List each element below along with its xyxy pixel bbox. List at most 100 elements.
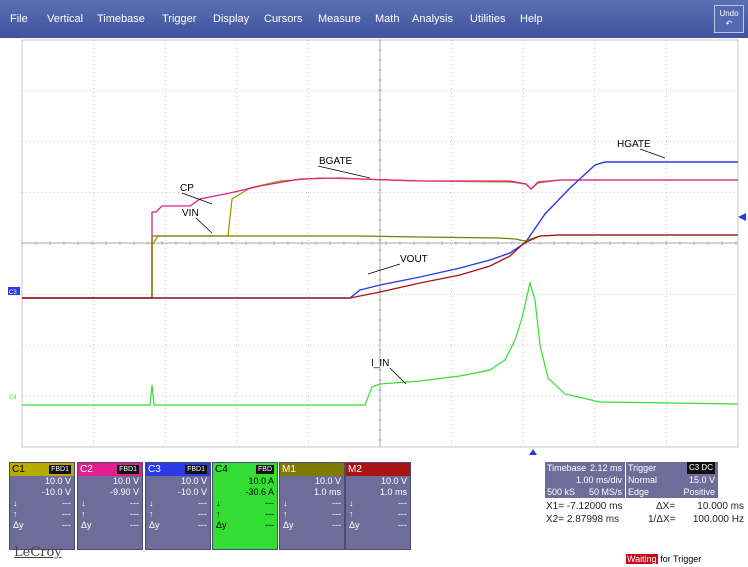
channel-offset: -10.0 V xyxy=(177,487,207,497)
channel-dy: --- xyxy=(198,520,207,530)
trace-label-vin: VIN xyxy=(182,208,199,219)
channel-id: M1 xyxy=(282,464,296,475)
up-arrow-icon: ↑ xyxy=(149,509,154,519)
up-arrow-icon: ↑ xyxy=(283,509,288,519)
delta-y-label: Δy xyxy=(13,520,24,530)
delta-y-label: Δy xyxy=(81,520,92,530)
x2-label: X2= xyxy=(546,514,565,525)
down-arrow-icon: ↓ xyxy=(81,498,86,508)
trigger-panel[interactable]: Trigger C3 DC Normal 15.0 V Edge Positive xyxy=(626,462,718,498)
x2-value: 2.87998 ms xyxy=(566,514,620,525)
up-arrow-icon: ↑ xyxy=(81,509,86,519)
menu-timebase[interactable]: Timebase xyxy=(97,13,145,25)
channel-down: --- xyxy=(130,498,139,508)
channel-id: C3 xyxy=(148,464,161,475)
channel-id: C2 xyxy=(80,464,93,475)
menu-vertical[interactable]: Vertical xyxy=(47,13,84,25)
delta-y-label: Δy xyxy=(149,520,160,530)
menu-analysis[interactable]: Analysis xyxy=(412,13,453,25)
traces xyxy=(8,161,746,455)
acquisition-status: Waiting for Trigger xyxy=(626,554,701,564)
channel-up: --- xyxy=(332,509,341,519)
timebase-title: Timebase xyxy=(547,463,587,473)
trace-label-vout: VOUT xyxy=(400,254,428,265)
channel-dy: --- xyxy=(62,520,71,530)
trace-label-cp: CP xyxy=(180,183,194,194)
waveform-display[interactable]: CP VIN BGATE HGATE VOUT I_IN C3 C4 xyxy=(0,38,748,458)
up-arrow-icon: ↑ xyxy=(349,509,354,519)
channel-scale: 10.0 V xyxy=(44,476,71,486)
channel-up: --- xyxy=(130,509,139,519)
delta-y-label: Δy xyxy=(216,520,227,530)
menu-help[interactable]: Help xyxy=(520,13,543,25)
channel-offset: -30.6 A xyxy=(245,487,274,497)
channel-scale: 10.0 V xyxy=(314,476,341,486)
menu-trigger[interactable]: Trigger xyxy=(162,13,197,25)
lecroy-logo: LeCroy xyxy=(14,545,62,560)
channel-dy: --- xyxy=(130,520,139,530)
dx-value: 10.000 ms xyxy=(697,501,744,512)
channel-panel-c4[interactable]: C4 FBD 10.0 A -30.6 A ↓ --- ↑ --- Δy --- xyxy=(212,462,278,550)
channel-down: --- xyxy=(265,498,274,508)
channel-up: --- xyxy=(62,509,71,519)
channel-id: C4 xyxy=(215,464,228,475)
up-arrow-icon: ↑ xyxy=(13,509,18,519)
channel-scale: 10.0 V xyxy=(180,476,207,486)
trace-label-bgate: BGATE xyxy=(319,156,352,167)
down-arrow-icon: ↓ xyxy=(13,498,18,508)
timebase-delay: 2.12 ms xyxy=(589,463,622,473)
channel-offset: -10.0 V xyxy=(41,487,71,497)
timebase-panel[interactable]: Timebase 2.12 ms 1.00 ms/div 500 kS 50 MS/… xyxy=(545,462,625,498)
channel-scale: 10.0 V xyxy=(112,476,139,486)
status-text: for Trigger xyxy=(657,554,702,564)
channel-offset: -9.90 V xyxy=(109,487,139,497)
menu-bar: File Vertical Timebase Trigger Display Cursor… xyxy=(0,0,748,38)
x1-value: -7.12000 ms xyxy=(566,501,623,512)
trace-labels: CP VIN BGATE HGATE VOUT I_IN C3 C4 xyxy=(9,139,666,401)
channel-dy: --- xyxy=(398,520,407,530)
down-arrow-icon: ↓ xyxy=(216,498,221,508)
channel-badge: FBD xyxy=(256,465,274,474)
channel-panel-m1[interactable]: M1 10.0 V 1.0 ms ↓ --- ↑ --- Δy --- xyxy=(279,462,345,550)
menu-math[interactable]: Math xyxy=(375,13,400,25)
channel-down: --- xyxy=(332,498,341,508)
up-arrow-icon: ↑ xyxy=(216,509,221,519)
menu-measure[interactable]: Measure xyxy=(318,13,361,25)
trigger-mode: Normal xyxy=(628,475,658,485)
trigger-slope: Positive xyxy=(683,487,715,497)
timebase-samples: 500 kS xyxy=(547,487,576,497)
channel-badge: FBD1 xyxy=(117,465,139,474)
channel-id: C1 xyxy=(12,464,25,475)
down-arrow-icon: ↓ xyxy=(149,498,154,508)
graticule xyxy=(21,39,739,448)
menu-utilities[interactable]: Utilities xyxy=(470,13,506,25)
channel-panel-c3[interactable]: C3 FBD1 10.0 V -10.0 V ↓ --- ↑ --- Δy --- xyxy=(145,462,211,550)
channel-up: --- xyxy=(265,509,274,519)
undo-button[interactable]: Undo ↶ xyxy=(714,5,744,33)
menu-file[interactable]: File xyxy=(10,13,28,25)
inv-dx-label: 1/ΔX= xyxy=(648,514,676,525)
menu-display[interactable]: Display xyxy=(213,13,250,25)
dx-label: ΔX= xyxy=(656,501,676,512)
inv-dx-value: 100.000 Hz xyxy=(692,514,744,525)
channel-panel-m2[interactable]: M2 10.0 V 1.0 ms ↓ --- ↑ --- Δy --- xyxy=(345,462,411,550)
trigger-level: 15.0 V xyxy=(688,475,715,485)
channel-up: --- xyxy=(198,509,207,519)
channel-panel-c2[interactable]: C2 FBD1 10.0 V -9.90 V ↓ --- ↑ --- Δy --- xyxy=(77,462,143,550)
channel-badge: FBD1 xyxy=(49,465,71,474)
channel-down: --- xyxy=(62,498,71,508)
undo-icon: ↶ xyxy=(725,19,733,28)
menu-cursors[interactable]: Cursors xyxy=(264,13,303,25)
channel-down: --- xyxy=(198,498,207,508)
cursor-readout: X1= -7.12000 ms ΔX= 10.000 ms X2= 2.87998 … xyxy=(546,500,746,526)
channel-up: --- xyxy=(398,509,407,519)
channel-dy: --- xyxy=(332,520,341,530)
delta-y-label: Δy xyxy=(283,520,294,530)
channel-scale: 10.0 V xyxy=(380,476,407,486)
channel-badge: FBD1 xyxy=(185,465,207,474)
timebase-per-div: 1.00 ms/div xyxy=(575,475,622,485)
c3-marker: C3 xyxy=(9,290,17,296)
status-highlight: Waiting xyxy=(626,554,658,564)
channel-panel-c1[interactable]: C1 FBD1 10.0 V -10.0 V ↓ --- ↑ --- Δy --- xyxy=(9,462,75,550)
down-arrow-icon: ↓ xyxy=(283,498,288,508)
